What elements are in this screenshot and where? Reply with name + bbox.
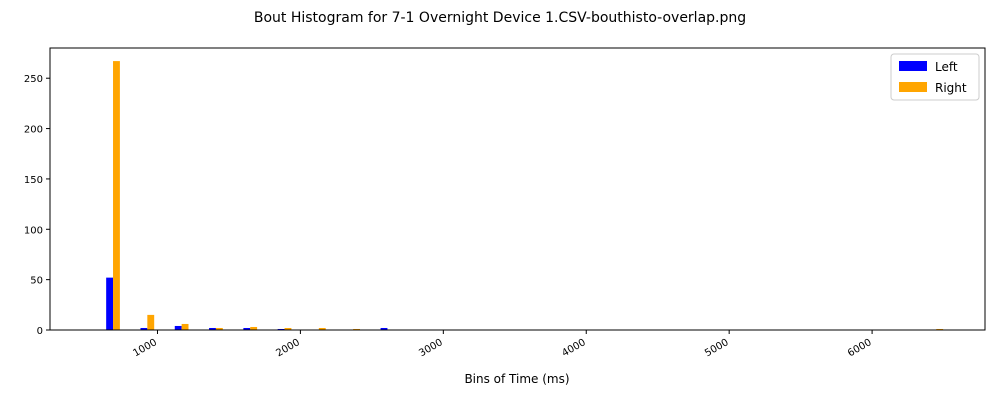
chart-title: Bout Histogram for 7-1 Overnight Device …: [254, 10, 746, 26]
bar-left-5: [277, 328, 285, 330]
y-tick-label: 250: [24, 74, 43, 85]
bar-right-5: [284, 327, 292, 330]
legend: Left Right: [890, 53, 980, 101]
bar-left-0: [106, 277, 114, 330]
x-tick-label: 3000: [417, 337, 445, 359]
bar-left-8: [380, 327, 388, 330]
bar-right-6: [318, 327, 326, 330]
legend-label-left: Left: [935, 60, 958, 74]
x-tick-label: 1000: [131, 337, 159, 359]
bar-right-3: [215, 327, 223, 330]
x-tick-label: 2000: [274, 337, 302, 359]
legend-swatch-right: [899, 82, 927, 92]
legend-swatch-left: [899, 61, 927, 71]
y-tick-label: 100: [24, 225, 43, 236]
y-tick-label: 200: [24, 125, 43, 136]
bar-right-9: [936, 328, 944, 330]
x-axis: 1000 2000 3000 4000 5000 6000: [131, 330, 874, 359]
x-tick-label: 5000: [703, 337, 731, 359]
y-tick-label: 50: [30, 276, 43, 287]
y-tick-label: 0: [37, 326, 43, 337]
x-axis-label: Bins of Time (ms): [464, 372, 569, 386]
legend-label-right: Right: [935, 81, 967, 95]
bar-right-2: [181, 323, 189, 330]
bar-left-1: [140, 327, 148, 330]
y-axis: 0 50 100 150 200 250: [24, 74, 50, 337]
bar-right-0: [113, 61, 120, 330]
bar-right-1: [147, 314, 155, 330]
x-tick-label: 4000: [560, 337, 588, 359]
bar-left-3: [209, 327, 216, 330]
plot-frame: [49, 47, 986, 331]
bar-right-4: [250, 326, 258, 330]
bar-left-4: [243, 327, 251, 330]
y-tick-label: 150: [24, 175, 43, 186]
bar-right-7: [353, 328, 360, 330]
bar-left-2: [174, 325, 182, 330]
bars-group: [106, 61, 944, 330]
x-tick-label: 6000: [846, 337, 874, 359]
